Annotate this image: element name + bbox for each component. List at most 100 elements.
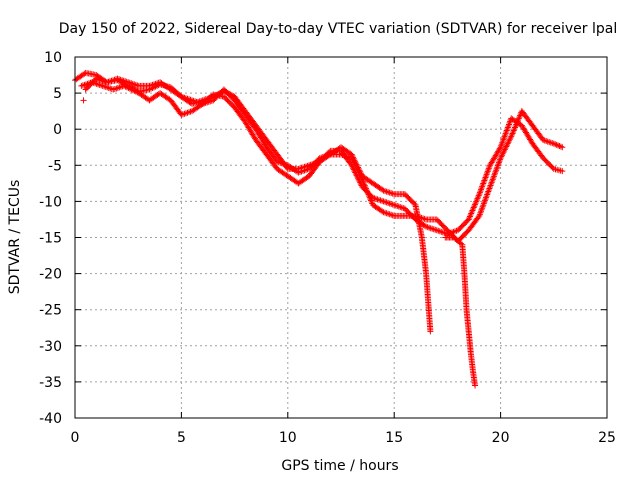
- data-point: [98, 82, 105, 89]
- data-point: [473, 197, 480, 204]
- data-point: [511, 125, 518, 132]
- data-point: [472, 200, 479, 207]
- data-point: [386, 211, 393, 218]
- data-point: [105, 78, 112, 85]
- series-satellite-track-2: [78, 79, 566, 237]
- data-point: [501, 147, 508, 154]
- data-point: [368, 199, 375, 206]
- data-point: [503, 143, 510, 150]
- series-satellite-track-4: [442, 234, 479, 389]
- data-point: [106, 78, 113, 85]
- y-tick-label: 0: [53, 122, 62, 138]
- data-point: [111, 85, 118, 92]
- data-point: [78, 82, 85, 89]
- data-point: [559, 168, 566, 175]
- data-point: [386, 189, 393, 196]
- data-point: [436, 228, 443, 235]
- data-point: [357, 172, 364, 179]
- data-point: [435, 227, 442, 234]
- data-point: [351, 160, 358, 167]
- data-point: [544, 138, 551, 145]
- data-point: [132, 88, 139, 95]
- data-point: [182, 110, 189, 117]
- data-point: [357, 173, 364, 180]
- data-point: [472, 382, 479, 389]
- data-point: [352, 163, 359, 170]
- data-point: [184, 109, 191, 116]
- data-point: [368, 197, 375, 204]
- y-tick-label: -20: [39, 267, 62, 283]
- y-tick-label: -30: [39, 339, 62, 355]
- y-tick-label: 10: [44, 50, 62, 66]
- data-point: [350, 159, 357, 166]
- data-point: [363, 187, 370, 194]
- data-point: [411, 200, 418, 207]
- data-point: [177, 92, 184, 99]
- data-point: [503, 142, 510, 149]
- data-point: [467, 211, 474, 218]
- data-point: [499, 150, 506, 157]
- data-point: [361, 182, 368, 189]
- data-point: [499, 152, 506, 159]
- data-point: [296, 169, 303, 176]
- data-point: [475, 192, 482, 199]
- chart-title: Day 150 of 2022, Sidereal Day-to-day VTE…: [59, 21, 617, 37]
- data-point: [515, 117, 522, 124]
- y-tick-label: -15: [39, 231, 62, 247]
- data-point: [432, 226, 439, 233]
- data-point: [556, 143, 563, 150]
- data-point: [510, 127, 517, 134]
- data-point: [385, 210, 392, 217]
- data-point: [471, 201, 478, 208]
- data-point: [555, 142, 562, 149]
- data-point: [114, 84, 121, 91]
- data-point: [388, 190, 395, 197]
- data-point: [364, 190, 371, 197]
- data-point: [513, 121, 520, 128]
- data-point: [379, 208, 386, 215]
- data-point: [388, 211, 395, 218]
- data-point: [500, 149, 507, 156]
- data-point: [388, 200, 395, 207]
- data-point: [433, 227, 440, 234]
- data-point: [513, 120, 520, 127]
- data-point: [552, 141, 559, 148]
- y-tick-label: -35: [39, 375, 62, 391]
- data-point: [389, 212, 396, 219]
- data-point: [475, 194, 482, 201]
- data-point: [385, 189, 392, 196]
- x-tick-label: 25: [598, 430, 616, 446]
- y-tick-label: -5: [48, 158, 62, 174]
- y-tick-label: 5: [53, 86, 62, 102]
- data-point: [359, 178, 366, 185]
- x-axis-title: GPS time / hours: [281, 458, 398, 474]
- data-point: [123, 84, 130, 91]
- data-point: [380, 198, 387, 205]
- data-point: [358, 175, 365, 182]
- data-point: [496, 145, 503, 152]
- data-point: [466, 214, 473, 221]
- data-point: [465, 216, 472, 223]
- data-point: [96, 81, 103, 88]
- data-point: [361, 181, 368, 188]
- data-point: [470, 206, 477, 213]
- data-point: [107, 85, 114, 92]
- data-point: [120, 82, 127, 89]
- x-tick-label: 0: [71, 430, 80, 446]
- data-point: [557, 143, 564, 150]
- data-point: [389, 201, 396, 208]
- data-point: [131, 87, 138, 94]
- data-point: [512, 123, 519, 130]
- x-tick-label: 20: [492, 430, 510, 446]
- data-point: [354, 166, 361, 173]
- data-point: [516, 114, 523, 121]
- data-point: [125, 85, 132, 92]
- data-point: [377, 197, 384, 204]
- data-point: [349, 156, 356, 163]
- data-point: [504, 140, 511, 147]
- data-points: [72, 69, 566, 389]
- data-point: [105, 84, 112, 91]
- data-point: [79, 82, 86, 89]
- data-point: [505, 139, 512, 146]
